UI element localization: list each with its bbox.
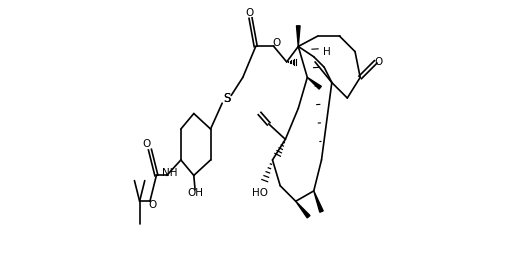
Text: S: S [224, 92, 231, 104]
Polygon shape [314, 191, 323, 212]
Text: O: O [272, 38, 281, 47]
Text: OH: OH [187, 189, 203, 198]
Text: O: O [374, 57, 382, 67]
Polygon shape [307, 77, 321, 89]
Text: O: O [149, 200, 157, 210]
Text: O: O [245, 8, 253, 18]
Text: O: O [142, 140, 150, 149]
Polygon shape [297, 26, 300, 46]
Polygon shape [296, 201, 310, 218]
Text: NH: NH [161, 168, 177, 178]
Text: H: H [323, 47, 331, 57]
Text: HO: HO [251, 189, 268, 198]
Text: S: S [224, 92, 231, 104]
